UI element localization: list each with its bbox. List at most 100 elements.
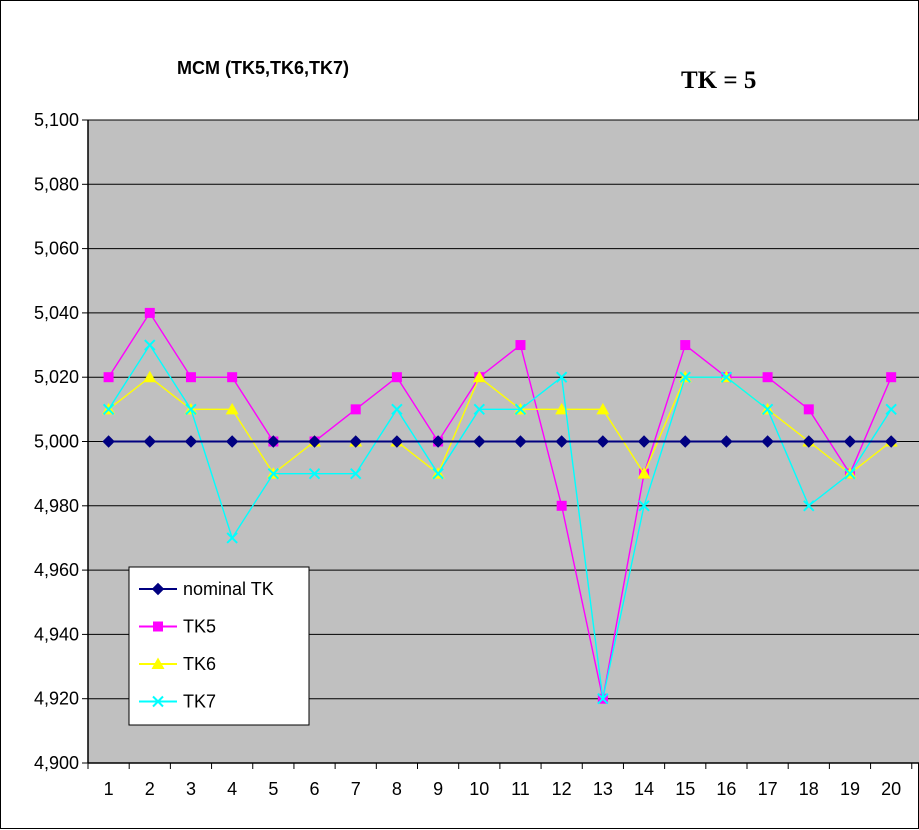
data-point-tk5 (144, 307, 155, 318)
data-point-tk5 (762, 372, 773, 383)
y-tick-label: 4,960 (34, 560, 79, 580)
data-point-nominal-tk (514, 435, 527, 448)
data-point-nominal-tk (349, 435, 362, 448)
x-tick-label: 4 (227, 779, 237, 799)
x-tick-label: 16 (716, 779, 736, 799)
y-tick-label: 5,040 (34, 303, 79, 323)
data-point-nominal-tk (102, 435, 115, 448)
data-point-nominal-tk (720, 435, 733, 448)
series-line-tk5 (108, 311, 892, 699)
data-point-tk6 (225, 402, 239, 415)
y-tick-label: 5,020 (34, 367, 79, 387)
data-point-tk7 (432, 467, 444, 480)
x-tick-label: 2 (145, 779, 155, 799)
data-point-tk6 (472, 370, 486, 383)
series-line-tk7 (108, 343, 892, 699)
legend-item-tk7: TK7 (139, 692, 216, 712)
x-tick-label: 1 (104, 779, 114, 799)
data-point-tk7 (144, 339, 156, 351)
data-point-tk7 (514, 403, 527, 416)
data-point-nominal-tk (225, 435, 239, 448)
legend-label: nominal TK (183, 579, 274, 599)
data-point-nominal-tk (390, 435, 404, 448)
data-point-tk7 (226, 532, 238, 544)
data-point-nominal-tk (679, 435, 692, 448)
data-point-tk7 (885, 403, 897, 416)
legend-marker (152, 695, 164, 708)
data-point-nominal-tk (431, 435, 445, 448)
data-point-nominal-tk (308, 435, 321, 448)
data-point-nominal-tk (761, 435, 774, 448)
x-tick-label: 18 (799, 779, 819, 799)
data-point-nominal-tk (555, 435, 568, 448)
data-point-tk6 (555, 402, 569, 415)
x-tick-label: 20 (881, 779, 901, 799)
legend-item-tk6: TK6 (139, 654, 216, 674)
data-point-tk5 (103, 372, 114, 383)
y-tick-label: 5,100 (34, 110, 79, 130)
x-tick-label: 3 (186, 779, 196, 799)
data-point-tk5 (886, 372, 897, 383)
data-point-tk6 (143, 370, 157, 383)
data-point-tk7 (555, 371, 568, 383)
data-point-nominal-tk (473, 435, 486, 448)
data-point-tk7 (720, 371, 733, 383)
x-tick-label: 15 (675, 779, 695, 799)
legend-marker (151, 582, 165, 596)
data-point-tk7 (803, 500, 815, 512)
legend-marker (153, 621, 163, 632)
data-point-nominal-tk (184, 435, 198, 448)
y-tick-label: 5,080 (34, 174, 79, 194)
data-point-tk7 (638, 500, 650, 512)
legend-item-nominal-tk: nominal TK (139, 579, 274, 599)
data-point-tk7 (597, 692, 609, 705)
data-point-tk7 (308, 467, 321, 480)
x-tick-labels: 1 2 3 4 5 6 7 8 9 10 11 12 13 14 15 16 17 18 19 20 (104, 779, 902, 799)
y-tick-labels: 4,900 4,920 4,940 4,960 4,980 5,000 5,020 5,040… (34, 110, 79, 773)
data-point-nominal-tk (843, 435, 857, 448)
data-point-nominal-tk (596, 435, 610, 448)
x-tick-label: 14 (634, 779, 654, 799)
data-point-tk7 (679, 371, 691, 383)
x-tick-label: 12 (552, 779, 572, 799)
y-tick-label: 4,920 (34, 689, 79, 709)
legend-marker (151, 657, 165, 669)
series-group (102, 307, 898, 705)
data-point-nominal-tk (143, 435, 156, 448)
x-tick-label: 7 (351, 779, 361, 799)
y-tick-label: 4,900 (34, 753, 79, 773)
data-point-tk7 (350, 467, 362, 480)
data-point-nominal-tk (884, 435, 898, 448)
data-point-tk7 (267, 467, 280, 480)
x-tick-label: 11 (511, 779, 530, 799)
axes (82, 119, 919, 769)
data-point-tk5 (185, 372, 196, 383)
data-point-nominal-tk (267, 435, 280, 448)
data-point-tk7 (185, 403, 197, 416)
data-point-tk7 (844, 467, 856, 480)
x-tick-label: 6 (310, 779, 320, 799)
data-point-tk5 (556, 500, 567, 511)
x-tick-label: 5 (268, 779, 278, 799)
data-point-tk6 (596, 402, 610, 415)
legend-label: TK5 (183, 617, 216, 637)
y-tick-label: 4,980 (34, 496, 79, 516)
y-tick-label: 5,060 (34, 239, 79, 259)
x-tick-label: 19 (840, 779, 860, 799)
x-tick-label: 9 (433, 779, 443, 799)
data-point-tk5 (515, 340, 526, 351)
legend-label: TK6 (183, 654, 216, 674)
data-point-tk7 (391, 403, 403, 416)
annotation-label: TK = 5 (681, 67, 756, 94)
data-point-nominal-tk (637, 435, 651, 448)
data-point-tk5 (803, 404, 814, 415)
data-point-tk5 (350, 404, 361, 415)
data-point-tk7 (102, 403, 115, 416)
y-tick-label: 4,940 (34, 624, 79, 644)
legend-item-tk5: TK5 (139, 617, 216, 637)
y-tick-label: 5,000 (34, 432, 79, 452)
data-point-tk5 (391, 372, 402, 383)
data-point-tk5 (680, 340, 691, 351)
